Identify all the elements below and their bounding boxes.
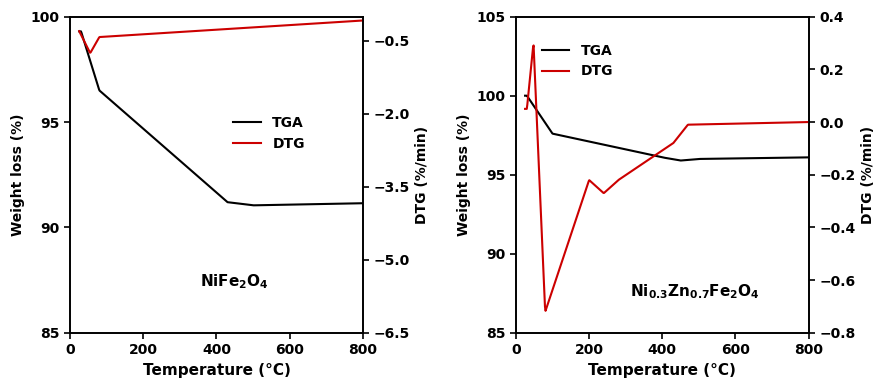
DTG [228, 26, 238, 31]
TGA [673, 158, 684, 163]
Y-axis label: DTG (%/min): DTG (%/min) [415, 126, 429, 224]
DTG [797, 120, 808, 124]
DTG [307, 21, 317, 26]
DTG [674, 133, 685, 137]
TGA [243, 202, 253, 207]
DTG [211, 27, 222, 32]
DTG [753, 121, 764, 126]
Y-axis label: DTG (%/min): DTG (%/min) [861, 126, 874, 224]
Y-axis label: Weight loss (%): Weight loss (%) [457, 114, 470, 236]
TGA [248, 203, 259, 208]
DTG [540, 308, 551, 313]
DTG [657, 148, 668, 152]
X-axis label: Temperature (°C): Temperature (°C) [588, 363, 736, 378]
DTG [74, 29, 84, 33]
TGA [351, 201, 361, 206]
DTG [85, 51, 96, 55]
Legend: TGA, DTG: TGA, DTG [229, 112, 309, 155]
X-axis label: Temperature (°C): Temperature (°C) [143, 363, 291, 378]
DTG [244, 25, 254, 30]
DTG [358, 18, 369, 23]
TGA [753, 156, 764, 160]
Line: TGA: TGA [79, 32, 363, 205]
TGA [675, 158, 686, 163]
Line: DTG: DTG [79, 21, 363, 53]
TGA [689, 157, 700, 162]
DTG [528, 43, 539, 48]
TGA [520, 93, 531, 98]
Text: NiFe$_2$O$_4$: NiFe$_2$O$_4$ [200, 272, 269, 291]
TGA [74, 29, 84, 34]
Line: TGA: TGA [525, 96, 809, 161]
Text: Ni$_{0.3}$Zn$_{0.7}$Fe$_2$O$_4$: Ni$_{0.3}$Zn$_{0.7}$Fe$_2$O$_4$ [630, 282, 760, 301]
TGA [228, 200, 238, 205]
TGA [208, 188, 219, 193]
DTG [209, 28, 220, 32]
DTG [351, 19, 361, 23]
Y-axis label: Weight loss (%): Weight loss (%) [12, 114, 25, 236]
TGA [657, 155, 667, 159]
TGA [358, 201, 369, 205]
DTG [689, 122, 700, 127]
DTG [656, 149, 666, 154]
Line: DTG: DTG [525, 46, 809, 311]
TGA [655, 154, 665, 159]
DTG [520, 107, 531, 111]
DTG [804, 120, 814, 124]
TGA [804, 155, 814, 160]
TGA [307, 202, 317, 207]
TGA [797, 155, 808, 160]
Legend: TGA, DTG: TGA, DTG [538, 39, 618, 82]
TGA [210, 189, 221, 194]
